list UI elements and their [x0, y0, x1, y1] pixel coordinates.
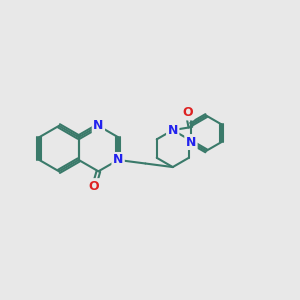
Text: N: N	[113, 154, 123, 166]
Text: N: N	[186, 136, 196, 148]
Text: O: O	[89, 180, 99, 193]
Text: O: O	[182, 106, 193, 119]
Text: N: N	[168, 124, 178, 136]
Text: N: N	[93, 119, 103, 132]
